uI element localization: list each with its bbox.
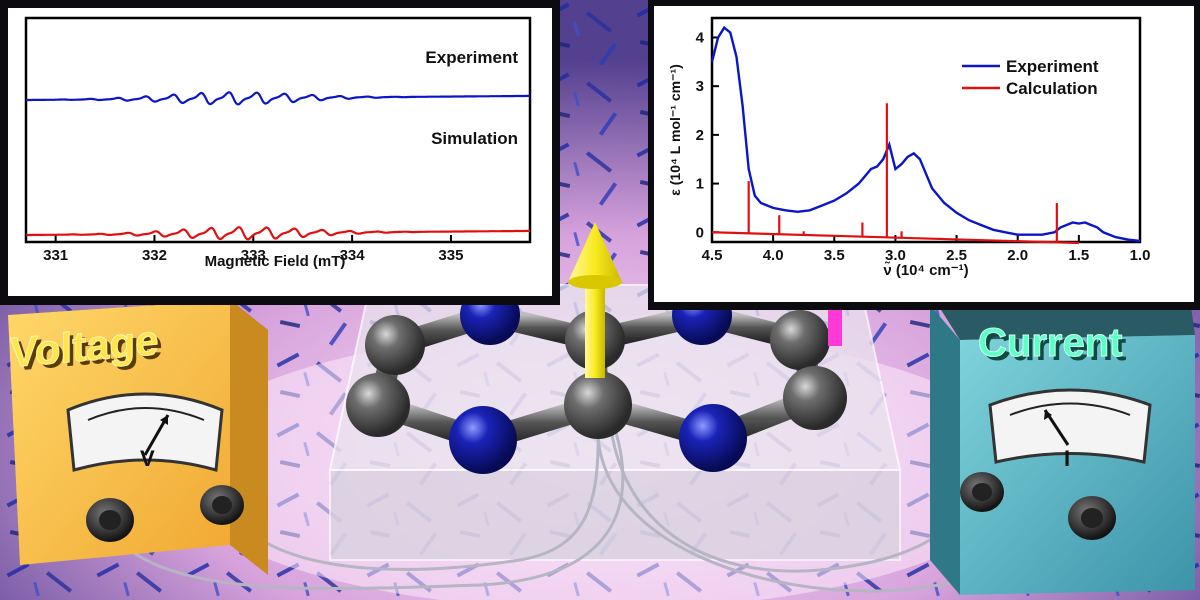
uvvis-x-tick-label: 3.0 (885, 247, 906, 264)
nitrogen-atom (449, 406, 517, 474)
voltage-knob-left (86, 498, 134, 542)
epr-experiment-legend: Experiment (425, 48, 518, 67)
epr-x-tick-label: 331 (43, 247, 68, 264)
uvvis-experiment-legend: Experiment (1006, 57, 1099, 76)
uvvis-calculation-baseline (711, 231, 1079, 245)
voltage-meter (8, 300, 268, 575)
current-symbol: I (1064, 446, 1070, 471)
uvvis-x-tick-label: 4.0 (763, 247, 784, 264)
epr-simulation-line (26, 226, 530, 241)
uvvis-x-tick-label: 4.5 (702, 247, 723, 264)
uvvis-plot-frame (710, 16, 1142, 244)
carbon-atom (564, 371, 632, 439)
epr-x-axis-label: Magnetic Field (mT) (205, 253, 346, 270)
epr-x-tick-label: 335 (438, 247, 463, 264)
uvvis-y-tick-label: 3 (696, 78, 704, 95)
current-knob-right (1068, 496, 1116, 540)
current-label: Current (978, 321, 1122, 365)
uvvis-axes: 4.5 4.0 3.5 3.0 2.5 2.0 1.5 1.0 0 1 2 3 4 (696, 29, 1151, 264)
current-knob-left (960, 472, 1004, 512)
molecule (346, 285, 847, 474)
epr-experiment-line (26, 91, 530, 106)
epr-x-tick-label: 332 (142, 247, 167, 264)
nitrogen-atom (679, 404, 747, 472)
uvvis-x-axis-label: ν̃ (10⁴ cm⁻¹) (883, 261, 968, 279)
epr-simulation-legend: Simulation (431, 129, 518, 148)
uvvis-x-tick-label: 1.0 (1130, 247, 1151, 264)
voltage-symbol: V (140, 446, 155, 471)
carbon-atom (365, 315, 425, 375)
current-dial (988, 388, 1152, 464)
uvvis-y-tick-label: 2 (696, 127, 704, 144)
epr-x-axis: 331 332 333 334 335 (43, 235, 463, 264)
carbon-atom (783, 366, 847, 430)
uvvis-x-tick-label: 2.0 (1007, 247, 1028, 264)
epr-x-tick-label: 333 (241, 247, 266, 264)
epr-plot-frame (24, 16, 532, 244)
uvvis-calculation-sticks (711, 103, 1079, 245)
uvvis-experiment-line (710, 25, 1141, 243)
uvvis-x-tick-label: 3.5 (824, 247, 845, 264)
carbon-atom (346, 373, 410, 437)
uvvis-y-tick-label: 0 (696, 224, 704, 241)
uvvis-y-tick-label: 1 (696, 176, 704, 193)
uvvis-y-axis-label: ε (10⁴ L mol⁻¹ cm⁻¹) (667, 64, 683, 196)
spin-arrow (568, 222, 622, 378)
uvvis-y-tick-label: 4 (696, 29, 705, 46)
uvvis-x-tick-label: 2.5 (946, 247, 967, 264)
voltage-knob-right (200, 485, 244, 525)
uvvis-panel: 4.5 4.0 3.5 3.0 2.5 2.0 1.5 1.0 0 1 2 3 4 Experiment… (648, 0, 1200, 310)
voltage-dial (66, 392, 224, 472)
uvvis-x-tick-label: 1.5 (1068, 247, 1089, 264)
epr-panel: 331 332 333 334 335 Experiment Simulation Ma… (0, 0, 560, 305)
epr-x-tick-label: 334 (340, 247, 366, 264)
carbon-atom (770, 310, 830, 370)
uvvis-calculation-legend: Calculation (1006, 79, 1098, 98)
current-label-shadow: Current (982, 325, 1126, 369)
